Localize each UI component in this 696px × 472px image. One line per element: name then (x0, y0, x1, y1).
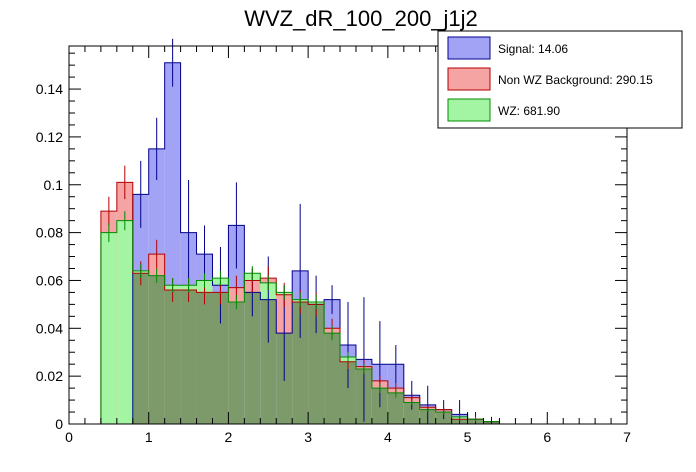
bar-overlap-3 (148, 275, 165, 424)
bar-overlap-7 (212, 292, 229, 424)
legend-swatch-non-wz-background (447, 67, 491, 91)
bar-wz-0 (100, 232, 117, 424)
legend-entry-wz: WZ: 681.90 (498, 104, 560, 118)
bar-overlap-13 (308, 304, 325, 424)
y-tick-label: 0.12 (36, 129, 63, 145)
y-tick-label: 0.02 (36, 368, 63, 384)
x-tick-label: 5 (464, 429, 472, 445)
bar-overlap-12 (292, 301, 309, 424)
bar-overlap-2 (132, 273, 149, 424)
bar-overlap-19 (403, 402, 420, 424)
y-tick-label: 0.06 (36, 272, 63, 288)
x-tick-label: 4 (384, 429, 392, 445)
bar-overlap-5 (180, 290, 197, 424)
legend-swatch-signal (447, 36, 491, 60)
legend: Signal: 14.06 Non WZ Background: 290.15 WZ… (437, 30, 683, 129)
x-tick-label: 3 (304, 429, 312, 445)
x-tick-label: 0 (65, 429, 73, 445)
y-tick-label: 0.1 (44, 177, 64, 193)
bar-overlap-15 (340, 361, 356, 424)
x-tick-label: 2 (225, 429, 233, 445)
chart-title: WVZ_dR_100_200_j1j2 (244, 6, 478, 31)
bar-overlap-10 (260, 299, 277, 424)
x-tick-label: 7 (623, 429, 631, 445)
bar-overlap-4 (164, 290, 181, 424)
bar-overlap-18 (387, 392, 404, 424)
y-tick-label: 0.04 (36, 320, 63, 336)
y-tick-label: 0.08 (36, 225, 63, 241)
plot-frame (68, 45, 628, 425)
legend-swatch-wz (447, 98, 491, 122)
bar-overlap-6 (196, 292, 213, 424)
x-tick-label: 1 (145, 429, 153, 445)
y-tick-label: 0.14 (36, 81, 63, 97)
x-tick-label: 6 (543, 429, 551, 445)
bar-overlap-14 (324, 333, 341, 424)
plot-area: 0 1 2 3 4 5 6 7 0 0.02 0.04 0.06 0.08 0.1 0.12 0.14 (36, 38, 631, 445)
y-tick-label: 0 (55, 416, 63, 432)
bar-wz-1 (116, 220, 133, 424)
bar-overlap-8 (228, 301, 245, 424)
legend-entry-non-wz-background: Non WZ Background: 290.15 (498, 73, 653, 87)
legend-entry-signal: Signal: 14.06 (498, 42, 568, 56)
bar-overlap-9 (244, 292, 261, 424)
